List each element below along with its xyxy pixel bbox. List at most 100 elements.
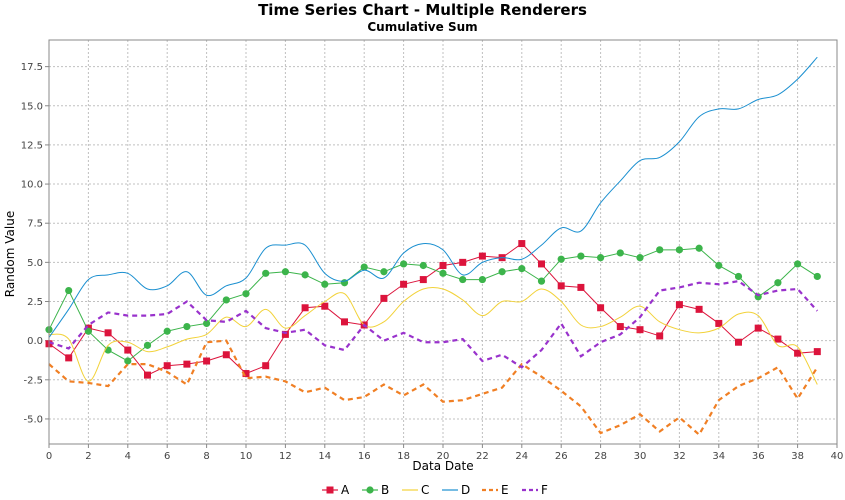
data-point-b bbox=[301, 271, 309, 279]
data-point-a bbox=[281, 330, 289, 338]
data-point-a bbox=[104, 329, 112, 337]
data-point-a bbox=[380, 294, 388, 302]
y-tick-label: 7.5 bbox=[27, 219, 43, 230]
data-point-a bbox=[341, 318, 348, 326]
data-point-b bbox=[242, 290, 250, 298]
legend-label-e: E bbox=[501, 483, 509, 497]
legend-marker-a bbox=[326, 486, 334, 494]
legend-item-b: B bbox=[362, 483, 389, 497]
y-tick-label: 2.5 bbox=[27, 297, 43, 308]
data-point-a bbox=[400, 280, 408, 288]
data-point-a bbox=[794, 349, 802, 357]
data-point-a bbox=[597, 304, 605, 312]
legend-label-d: D bbox=[461, 483, 470, 497]
data-point-b bbox=[636, 254, 644, 262]
data-point-b bbox=[183, 322, 191, 331]
data-point-a bbox=[774, 335, 782, 343]
series-c bbox=[48, 287, 818, 385]
data-point-a bbox=[203, 357, 211, 365]
legend: A B C D E F bbox=[322, 483, 548, 497]
data-point-b bbox=[143, 341, 152, 349]
data-point-a bbox=[144, 371, 151, 379]
legend-item-c: C bbox=[402, 483, 429, 497]
y-tick-label: -5.0 bbox=[23, 414, 43, 425]
data-point-a bbox=[636, 326, 644, 334]
data-point-a bbox=[735, 338, 742, 346]
legend-item-a: A bbox=[322, 483, 350, 497]
y-axis-ticks: -5.0 -2.5 0.0 2.5 5.0 7.5 10.0 12.5 15.0 17.5 bbox=[21, 62, 49, 425]
legend-label-a: A bbox=[341, 483, 350, 497]
grid-lines bbox=[48, 40, 838, 444]
series-line-d bbox=[48, 56, 818, 338]
legend-label-f: F bbox=[541, 483, 548, 497]
data-point-a bbox=[163, 362, 171, 370]
x-tick-label: 14 bbox=[318, 451, 331, 462]
x-tick-label: 28 bbox=[594, 451, 607, 462]
x-tick-label: 0 bbox=[46, 451, 52, 462]
x-tick-label: 22 bbox=[476, 451, 489, 462]
data-point-b bbox=[163, 327, 171, 335]
series-line-f bbox=[48, 279, 819, 369]
data-point-b bbox=[715, 261, 723, 270]
data-point-a bbox=[124, 346, 132, 354]
data-point-b bbox=[380, 268, 388, 276]
series-line-b bbox=[48, 247, 818, 362]
data-point-a bbox=[675, 301, 683, 309]
data-point-a bbox=[321, 302, 329, 310]
data-point-b bbox=[400, 260, 408, 268]
x-tick-label: 20 bbox=[437, 451, 450, 462]
data-point-a bbox=[242, 370, 250, 378]
data-point-a bbox=[262, 362, 270, 370]
y-tick-label: 15.0 bbox=[21, 101, 43, 112]
data-point-a bbox=[439, 261, 447, 269]
series-line-a bbox=[48, 242, 818, 376]
data-point-b bbox=[734, 272, 743, 281]
series-a bbox=[45, 240, 821, 379]
x-tick-label: 40 bbox=[831, 451, 844, 462]
data-point-b bbox=[478, 275, 486, 284]
x-tick-label: 12 bbox=[279, 451, 292, 462]
data-point-b bbox=[281, 268, 289, 276]
x-tick-label: 30 bbox=[634, 451, 647, 462]
data-point-b bbox=[518, 265, 526, 273]
data-point-b bbox=[774, 279, 782, 287]
legend-label-b: B bbox=[381, 483, 389, 497]
data-point-a bbox=[65, 354, 73, 362]
data-point-b bbox=[794, 260, 802, 268]
data-point-b bbox=[597, 254, 605, 262]
data-point-b bbox=[124, 357, 132, 365]
data-point-b bbox=[262, 269, 270, 277]
data-point-a bbox=[222, 351, 230, 359]
data-point-a bbox=[695, 305, 703, 313]
data-point-a bbox=[813, 348, 821, 356]
data-point-b bbox=[222, 296, 230, 304]
plot-border bbox=[48, 39, 838, 445]
chart-title: Time Series Chart - Multiple Renderers bbox=[258, 1, 587, 19]
series-d bbox=[48, 56, 818, 338]
legend-item-e: E bbox=[482, 483, 509, 497]
data-point-b bbox=[577, 252, 585, 260]
data-point-a bbox=[478, 252, 486, 260]
data-point-b bbox=[203, 319, 211, 328]
data-point-a bbox=[577, 283, 585, 291]
data-point-b bbox=[84, 327, 92, 335]
x-tick-label: 2 bbox=[85, 451, 91, 462]
data-point-a bbox=[656, 332, 664, 340]
legend-label-c: C bbox=[421, 483, 429, 497]
x-tick-label: 34 bbox=[712, 451, 725, 462]
y-tick-label: 12.5 bbox=[21, 140, 43, 151]
data-point-b bbox=[813, 272, 821, 281]
y-tick-label: 10.0 bbox=[21, 180, 43, 191]
data-point-a bbox=[301, 304, 309, 312]
x-tick-label: 16 bbox=[358, 451, 371, 462]
y-tick-label: 0.0 bbox=[27, 336, 43, 347]
series-e bbox=[48, 339, 819, 437]
x-tick-label: 26 bbox=[555, 451, 568, 462]
x-axis-ticks: 0 2 4 6 8 10 12 14 16 18 20 22 24 26 28 30 32 34 36 38 40 bbox=[46, 444, 844, 462]
x-tick-label: 38 bbox=[791, 451, 804, 462]
x-tick-label: 10 bbox=[240, 451, 253, 462]
y-axis-label: Random Value bbox=[3, 211, 17, 297]
data-point-b bbox=[321, 280, 329, 288]
x-tick-label: 32 bbox=[673, 451, 686, 462]
